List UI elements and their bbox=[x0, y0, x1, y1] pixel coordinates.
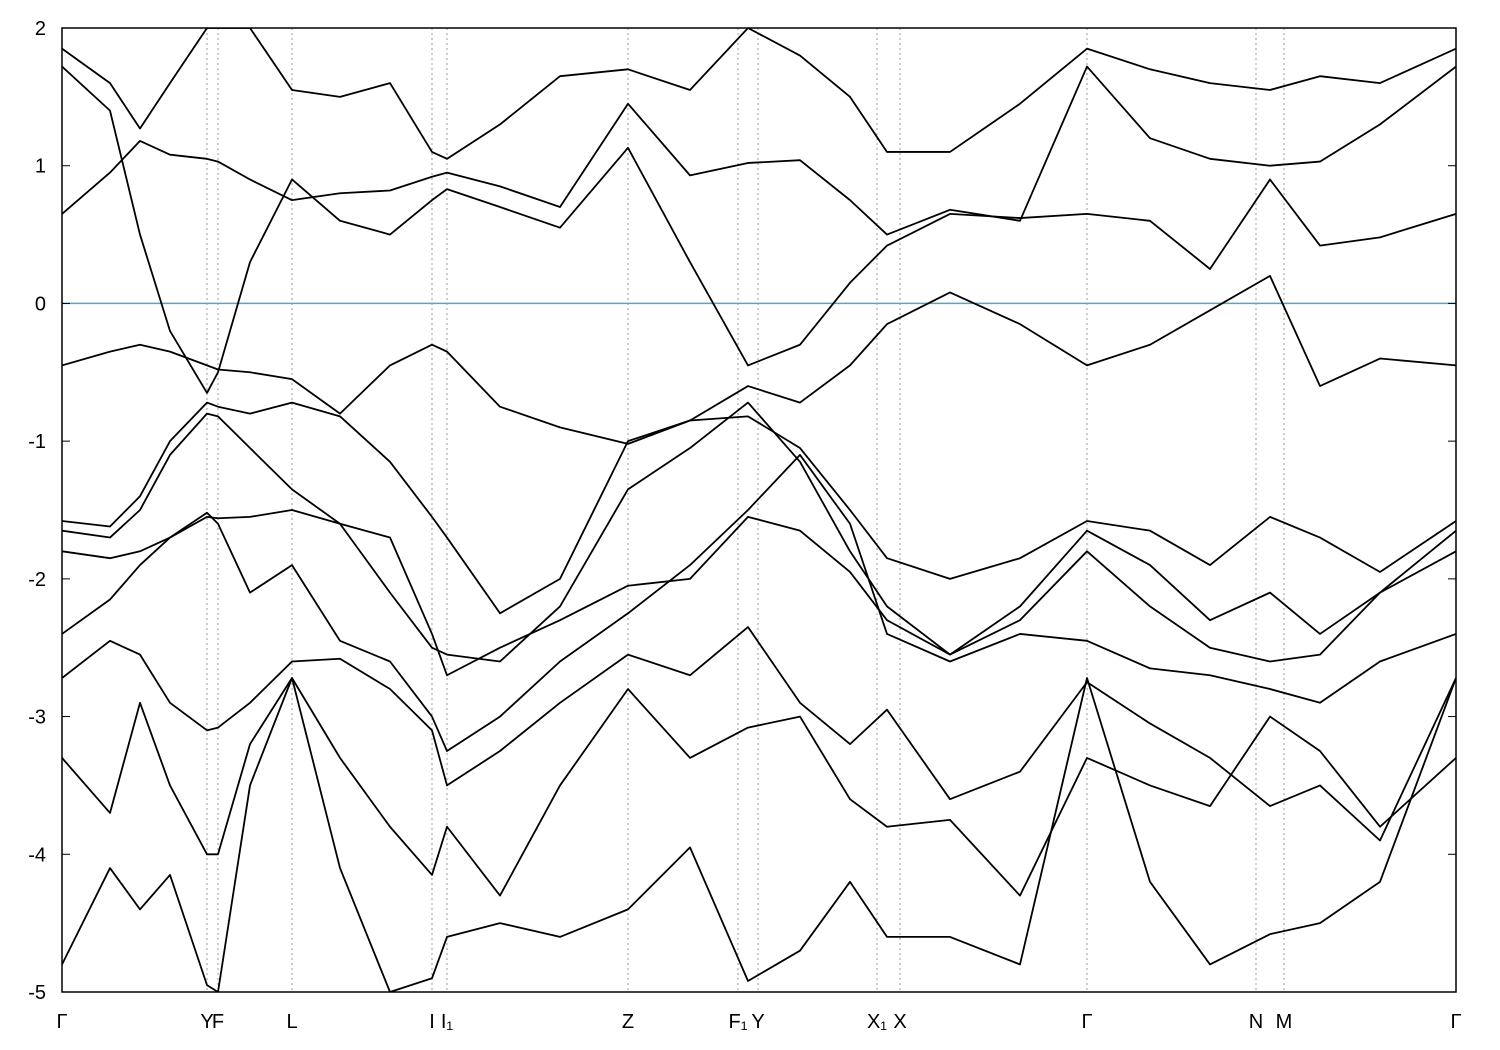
x-tick-label: Z bbox=[622, 1011, 634, 1033]
x-tick-label: Y bbox=[751, 1011, 764, 1033]
y-tick-label: 2 bbox=[35, 18, 46, 40]
x-tick-label: Γ bbox=[1450, 1011, 1461, 1033]
bands bbox=[62, 28, 1456, 992]
band-line bbox=[62, 65, 1456, 394]
y-tick-label: -1 bbox=[28, 431, 46, 453]
y-tick-label: 0 bbox=[35, 293, 46, 315]
band-line bbox=[62, 401, 1456, 615]
x-tick-label: M bbox=[1276, 1011, 1293, 1033]
x-tick-label: F₁ bbox=[729, 1011, 748, 1033]
band-line bbox=[62, 65, 1456, 236]
x-tick-label: I bbox=[429, 1011, 435, 1033]
x-tick-label: N bbox=[1249, 1011, 1263, 1033]
y-tick-label: -5 bbox=[28, 982, 46, 1004]
band-line bbox=[62, 401, 1456, 663]
y-tick-label: -3 bbox=[28, 707, 46, 729]
x-tick-label: Γ bbox=[56, 1011, 67, 1033]
y-tick-label: -4 bbox=[28, 844, 46, 866]
x-tick-label: F bbox=[212, 1011, 224, 1033]
plot-frame bbox=[61, 27, 1457, 993]
x-tick-label: L bbox=[286, 1011, 297, 1033]
band-line bbox=[62, 626, 1456, 842]
band-line bbox=[62, 677, 1456, 897]
band-line bbox=[62, 509, 1456, 677]
grid bbox=[61, 28, 1457, 992]
x-tick-label: X bbox=[893, 1011, 906, 1033]
band-line bbox=[62, 274, 1456, 445]
band-line bbox=[62, 677, 1456, 992]
x-tick-label: I₁ bbox=[441, 1011, 454, 1033]
band-line bbox=[62, 454, 1456, 752]
x-tick-label: Y bbox=[200, 1011, 213, 1033]
x-tick-label: X₁ bbox=[867, 1011, 887, 1033]
y-tick-label: 1 bbox=[35, 156, 46, 178]
x-tick-label: Γ bbox=[1081, 1011, 1092, 1033]
band-line bbox=[62, 28, 1456, 160]
y-tick-label: -2 bbox=[28, 569, 46, 591]
